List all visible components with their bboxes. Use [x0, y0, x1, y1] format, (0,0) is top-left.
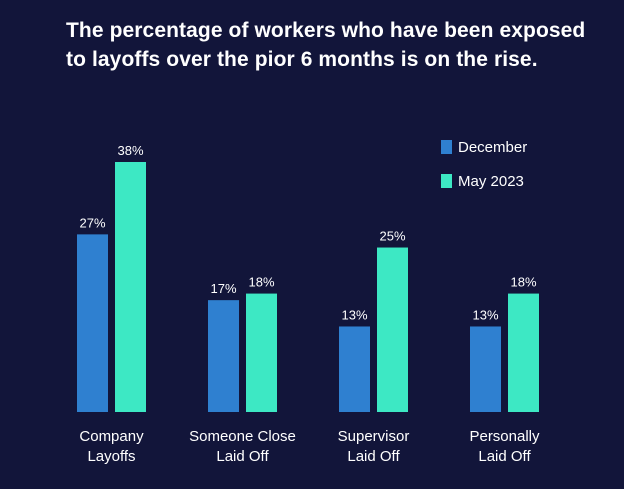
category-label: Laid Off	[478, 448, 531, 465]
category-label: Laid Off	[347, 448, 400, 465]
bar-may-2023-1	[246, 293, 277, 412]
chart-title: The percentage of workers who have been …	[66, 16, 611, 74]
category-label: Supervisor	[338, 428, 410, 445]
data-label: 17%	[210, 281, 236, 296]
data-label: 38%	[117, 143, 143, 158]
legend-swatch-may-2023	[441, 174, 452, 188]
bar-may-2023-3	[508, 293, 539, 412]
legend-swatch-december	[441, 140, 452, 154]
data-label: 18%	[510, 275, 536, 290]
category-label: Laid Off	[216, 448, 269, 465]
bar-december-1	[208, 300, 239, 412]
data-label: 13%	[341, 307, 367, 322]
chart-title-line-1: The percentage of workers who have been …	[66, 19, 586, 42]
bar-may-2023-2	[377, 247, 408, 412]
data-label: 18%	[248, 275, 274, 290]
bar-december-0	[77, 234, 108, 412]
bar-december-3	[470, 326, 501, 412]
category-label: Company	[79, 428, 144, 445]
legend-label-december: December	[458, 139, 527, 156]
bar-december-2	[339, 326, 370, 412]
category-label: Someone Close	[189, 428, 296, 445]
data-label: 25%	[379, 229, 405, 244]
chart-title-line-2: to layoffs over the pior 6 months is on …	[66, 48, 538, 71]
data-label: 13%	[472, 307, 498, 322]
category-label: Layoffs	[87, 448, 135, 465]
data-label: 27%	[79, 215, 105, 230]
bar-may-2023-0	[115, 162, 146, 412]
legend-label-may-2023: May 2023	[458, 173, 524, 190]
category-label: Personally	[469, 428, 540, 445]
